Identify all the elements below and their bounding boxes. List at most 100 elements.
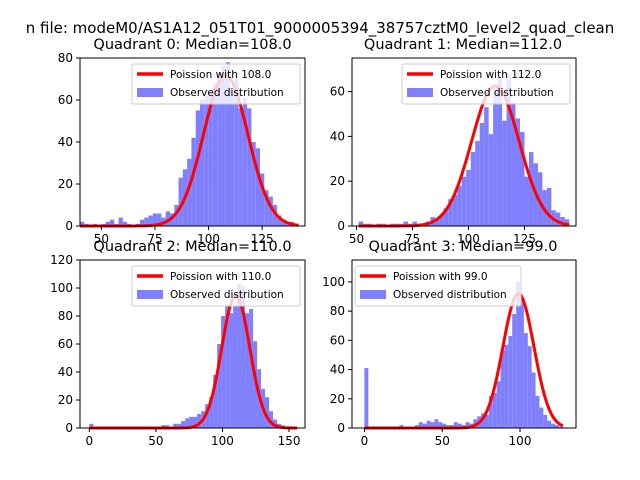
quadrant-0-y-tick-label: 20	[58, 177, 73, 191]
quadrant-3-legend-curve-label: Poission with 99.0	[393, 271, 488, 283]
quadrant-3-hist-bar	[422, 423, 427, 428]
quadrant-1-hist-bar	[358, 221, 364, 226]
quadrant-2-y-tick-label: 0	[65, 421, 73, 435]
quadrant-3-y-tick-label: 40	[330, 363, 345, 377]
quadrant-2-hist-bar	[197, 414, 202, 428]
quadrant-0-hist-bar	[242, 97, 248, 227]
quadrant-3-hist-bar	[504, 344, 509, 428]
quadrant-0-hist-bar	[110, 219, 115, 226]
quadrant-1-hist-bar	[493, 87, 498, 227]
quadrant-0-hist-bar	[255, 148, 260, 226]
quadrant-3-y-tick-label: 80	[330, 304, 345, 318]
quadrant-0-hist-bar	[140, 219, 145, 226]
quadrant-0-hist-bar	[225, 62, 230, 227]
quadrant-0-legend-hist-swatch	[137, 88, 163, 97]
quadrant-0-hist-bar	[212, 83, 218, 226]
quadrant-2-y-tick-label: 80	[58, 309, 73, 323]
quadrant-1-hist-bar	[537, 172, 543, 226]
quadrant-1-y-tick-label: 0	[337, 219, 345, 233]
quadrant-3-hist-bar	[527, 346, 532, 428]
quadrant-0-hist-bar	[191, 137, 196, 226]
quadrant-3-hist-bar	[453, 422, 458, 428]
quadrant-0-hist-bar	[187, 158, 192, 226]
quadrant-3-hist-bar	[426, 420, 431, 428]
quadrant-1-hist-bar	[511, 102, 516, 226]
quadrant-0-hist-bar	[174, 205, 179, 226]
quadrant-1-hist-bar	[475, 140, 480, 226]
quadrant-1-hist-bar	[488, 134, 494, 226]
quadrant-2-hist-bar	[213, 374, 218, 428]
quadrant-3-hist-bar	[488, 395, 493, 428]
quadrant-1-hist-bar	[515, 118, 520, 226]
quadrant-1-hist-bar	[448, 199, 453, 226]
quadrant-0-hist-bar	[208, 91, 213, 226]
quadrant-2-hist-bar	[173, 423, 178, 428]
quadrant-1-title: Quadrant 1: Median=112.0	[364, 37, 562, 53]
quadrant-1-x-tick-label: 125	[513, 232, 536, 246]
quadrant-2-hist-bar	[209, 397, 214, 428]
quadrant-3-legend-hist-label: Observed distribution	[393, 289, 507, 301]
quadrant-2-hist-bar	[89, 423, 94, 428]
quadrant-3-hist-bar	[516, 281, 520, 428]
quadrant-3-hist-bar	[555, 425, 559, 428]
quadrant-3-hist-bar	[465, 422, 470, 428]
quadrant-0-hist-bar	[234, 79, 239, 226]
quadrant-0-hist-bar	[260, 173, 265, 226]
quadrant-0-title: Quadrant 0: Median=108.0	[93, 37, 291, 53]
quadrant-3-hist-bar	[492, 392, 497, 428]
quadrant-1-y-tick-label: 40	[330, 129, 345, 143]
quadrant-2-panel: Quadrant 2: Median=110.0 0 50 100 150 0 20 40 6…	[50, 239, 306, 448]
quadrant-1-legend-hist-swatch	[407, 88, 433, 97]
quadrant-3-legend-hist-swatch	[360, 290, 386, 299]
quadrant-3-hist-bar	[438, 422, 443, 428]
quadrant-2-hist-bar	[233, 306, 238, 428]
quadrant-0-x-tick-label: 50	[94, 232, 109, 246]
quadrant-0-y-tick-label: 80	[58, 51, 73, 65]
quadrant-0-hist-bar	[178, 177, 183, 226]
quadrant-1-axes-frame	[351, 57, 577, 227]
quadrant-1-hist-bar	[560, 217, 565, 226]
quadrant-3-y-tick-label: 100	[322, 275, 345, 289]
quadrant-3-hist-bar	[430, 422, 435, 428]
quadrant-2-x-tick-label: 100	[211, 434, 234, 448]
quadrant-1-legend-hist-label: Observed distribution	[440, 87, 554, 99]
quadrant-3-hist-bar	[500, 350, 505, 428]
quadrant-0-y-tick-label: 0	[65, 219, 73, 233]
quadrant-0-hist-bar	[200, 100, 205, 226]
quadrant-0-legend-box	[131, 63, 301, 105]
quadrant-0-hist-bar	[238, 108, 243, 226]
quadrant-2-hist-bar	[189, 416, 194, 428]
quadrant-1-hist-bar	[528, 152, 534, 226]
quadrant-1-hist-bar	[546, 187, 552, 226]
quadrant-2-legend-hist-swatch	[137, 290, 163, 299]
quadrant-1-hist-bar	[484, 107, 489, 226]
quadrant-1-x-tick-label: 100	[457, 232, 480, 246]
quadrant-0-hist-bar	[157, 213, 162, 226]
quadrant-2-y-tick-label: 40	[58, 365, 73, 379]
quadrant-0-hist-bar	[118, 217, 123, 226]
quadrant-1-hist-bar	[555, 212, 561, 226]
quadrant-1-hist-bar	[403, 221, 408, 226]
quadrant-0-panel: Quadrant 0: Median=108.0 50 75 100 125 0 20 40…	[58, 37, 306, 246]
quadrant-1-hist-bar	[443, 208, 449, 226]
quadrant-2-hist-bar	[177, 423, 182, 428]
quadrant-1-hist-bar	[452, 194, 458, 226]
quadrant-3-hist-bar	[481, 413, 485, 428]
quadrant-2-y-tick-label: 120	[50, 253, 73, 267]
quadrant-1-hist-bar	[520, 131, 525, 226]
quadrant-3-x-tick-label: 50	[435, 434, 450, 448]
figure-suptitle: n file: modeM0/AS1A12_051T01_9000005394_…	[26, 19, 615, 38]
quadrant-1-hist-bar	[457, 185, 462, 226]
quadrant-3-hist-bar	[547, 420, 552, 428]
quadrant-2-hist-bar	[241, 286, 246, 428]
quadrant-3-hist-bar	[434, 419, 439, 428]
quadrant-0-y-tick-label: 60	[58, 93, 73, 107]
quadrant-0-hist-bar	[221, 66, 226, 227]
quadrant-2-hist-bar	[245, 313, 250, 428]
quadrant-1-hist-bar	[479, 122, 485, 226]
quadrant-3-hist-bar	[512, 314, 517, 428]
quadrant-0-hist-bar	[268, 196, 273, 226]
quadrant-3-y-tick-label: 0	[337, 421, 345, 435]
quadrant-1-hist-bar	[524, 176, 529, 226]
quadrant-1-x-tick-label: 75	[405, 232, 420, 246]
